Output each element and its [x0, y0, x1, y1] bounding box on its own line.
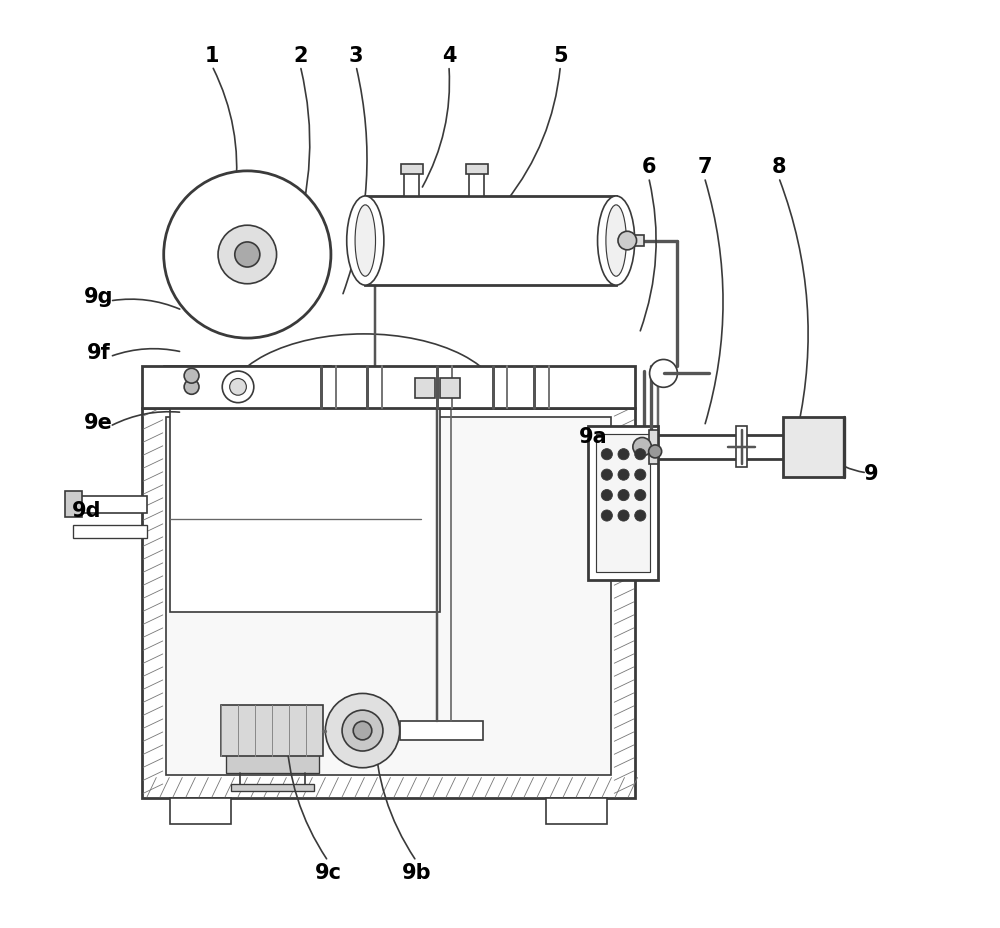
Text: 5: 5	[553, 45, 568, 66]
Text: 3: 3	[349, 45, 363, 66]
Circle shape	[235, 243, 260, 268]
Bar	[221, 705, 323, 756]
Text: 9d: 9d	[72, 500, 101, 521]
Text: 9e: 9e	[84, 412, 113, 432]
Circle shape	[618, 490, 629, 501]
Circle shape	[635, 449, 646, 460]
Bar	[73, 496, 147, 513]
Circle shape	[184, 368, 199, 384]
Bar	[164, 367, 331, 395]
Circle shape	[601, 449, 612, 460]
Bar	[142, 367, 635, 408]
Bar	[65, 492, 82, 518]
Bar	[73, 525, 147, 538]
Circle shape	[635, 490, 646, 501]
Ellipse shape	[598, 197, 635, 286]
Text: 2: 2	[293, 45, 308, 66]
Bar	[401, 165, 423, 174]
Bar	[415, 379, 435, 399]
Circle shape	[342, 711, 383, 752]
Bar	[649, 431, 658, 464]
Bar	[231, 784, 314, 792]
Circle shape	[230, 379, 246, 395]
Bar	[226, 754, 319, 773]
Circle shape	[325, 694, 400, 768]
Bar	[404, 171, 419, 197]
Text: 9c: 9c	[315, 862, 342, 883]
Circle shape	[601, 490, 612, 501]
Circle shape	[635, 510, 646, 522]
Bar	[588, 427, 658, 580]
Circle shape	[649, 445, 662, 458]
Circle shape	[618, 449, 629, 460]
Circle shape	[633, 438, 651, 457]
Circle shape	[601, 470, 612, 481]
Bar	[469, 171, 484, 197]
Bar	[365, 197, 616, 286]
Circle shape	[184, 380, 199, 395]
Circle shape	[618, 232, 637, 251]
Text: 6: 6	[641, 157, 656, 177]
Circle shape	[164, 172, 331, 339]
Bar	[400, 722, 483, 741]
Text: 8: 8	[771, 157, 786, 177]
Text: 7: 7	[697, 157, 712, 177]
Text: 9a: 9a	[579, 426, 607, 446]
Ellipse shape	[355, 206, 376, 277]
Bar	[621, 236, 644, 247]
Text: 9f: 9f	[87, 342, 111, 363]
Circle shape	[635, 470, 646, 481]
Circle shape	[618, 510, 629, 522]
Bar	[651, 435, 786, 459]
Bar	[170, 798, 231, 824]
Circle shape	[601, 510, 612, 522]
Bar	[170, 408, 440, 612]
Text: 1: 1	[205, 45, 219, 66]
Circle shape	[222, 371, 254, 404]
Bar	[466, 165, 488, 174]
Circle shape	[650, 360, 677, 388]
Text: 9g: 9g	[84, 287, 113, 307]
Bar	[596, 434, 650, 573]
Bar	[440, 379, 460, 399]
Circle shape	[353, 722, 372, 741]
Text: 4: 4	[442, 45, 456, 66]
Circle shape	[218, 226, 277, 285]
Bar	[783, 418, 844, 477]
Bar	[142, 408, 635, 798]
Ellipse shape	[347, 197, 384, 286]
Bar	[546, 798, 607, 824]
Text: 9b: 9b	[402, 862, 431, 883]
Ellipse shape	[606, 206, 626, 277]
Bar	[166, 418, 611, 775]
Text: 9: 9	[864, 463, 879, 483]
Bar	[736, 427, 747, 468]
Circle shape	[618, 470, 629, 481]
Bar	[630, 431, 653, 464]
